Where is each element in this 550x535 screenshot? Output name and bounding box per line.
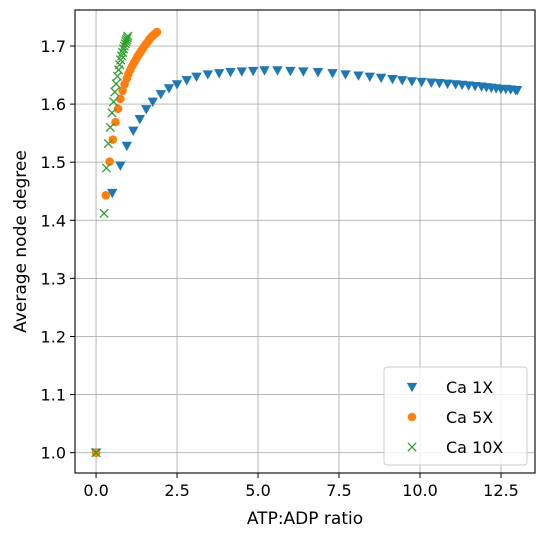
data-point bbox=[101, 191, 111, 200]
data-point bbox=[406, 77, 418, 87]
data-point bbox=[259, 66, 270, 76]
data-point bbox=[107, 108, 117, 118]
data-point bbox=[122, 33, 132, 43]
grid-lines bbox=[75, 10, 535, 473]
x-tick-label: 12.5 bbox=[483, 481, 519, 500]
data-point bbox=[247, 66, 259, 77]
data-point bbox=[116, 94, 125, 104]
data-point bbox=[152, 27, 162, 37]
data-point bbox=[426, 78, 437, 88]
data-point bbox=[105, 122, 115, 133]
data-point bbox=[101, 163, 112, 173]
y-tick-label: 1.3 bbox=[41, 269, 66, 288]
legend-marker bbox=[407, 442, 417, 452]
data-point bbox=[110, 87, 120, 97]
x-axis-label: ATP:ADP ratio bbox=[247, 509, 363, 529]
data-point bbox=[111, 79, 121, 89]
data-point bbox=[171, 80, 183, 90]
data-point bbox=[116, 51, 127, 61]
data-point bbox=[312, 67, 324, 78]
legend-label: Ca 1X bbox=[446, 378, 493, 397]
x-tick-label: 7.5 bbox=[326, 481, 351, 500]
data-point bbox=[155, 90, 167, 100]
series-3 bbox=[91, 31, 133, 458]
data-point bbox=[236, 67, 248, 77]
axis-ticks: 0.0 2.5 5.0 7.5 10.0 12.5 1.0 1.1 1.2 1.3 1.4 1.5 1.… bbox=[41, 37, 519, 500]
data-point bbox=[107, 188, 118, 199]
x-tick-label: 5.0 bbox=[245, 481, 270, 500]
data-point bbox=[416, 77, 427, 88]
y-tick-label: 1.2 bbox=[41, 327, 66, 346]
y-tick-label: 1.4 bbox=[41, 211, 66, 230]
data-point bbox=[181, 76, 192, 86]
data-point bbox=[285, 66, 296, 77]
series-2 bbox=[91, 27, 162, 457]
y-axis-label: Average node degree bbox=[11, 150, 31, 333]
data-point bbox=[121, 141, 133, 152]
x-tick-label: 10.0 bbox=[402, 481, 438, 500]
data-point bbox=[105, 157, 114, 166]
data-point bbox=[225, 67, 236, 78]
legend-marker bbox=[407, 412, 417, 422]
data-point bbox=[340, 70, 351, 80]
data-point bbox=[364, 72, 375, 83]
x-tick-label: 0.0 bbox=[83, 481, 108, 500]
data-point bbox=[353, 71, 364, 81]
data-point bbox=[91, 448, 101, 458]
legend-label: Ca 10X bbox=[446, 438, 503, 457]
data-point bbox=[272, 66, 283, 76]
data-point bbox=[163, 84, 175, 94]
data-point bbox=[375, 73, 387, 84]
y-tick-label: 1.1 bbox=[41, 386, 66, 405]
data-point bbox=[434, 79, 445, 89]
data-point bbox=[134, 115, 145, 125]
data-point bbox=[202, 70, 214, 80]
data-point bbox=[128, 126, 139, 137]
data-point bbox=[123, 31, 133, 41]
data-point bbox=[298, 67, 309, 77]
y-tick-label: 1.7 bbox=[41, 37, 66, 56]
data-point bbox=[99, 208, 109, 218]
plot-frame bbox=[74, 9, 536, 474]
legend-label: Ca 5X bbox=[446, 408, 493, 427]
data-point bbox=[115, 161, 126, 171]
data-point bbox=[113, 104, 123, 114]
data-point bbox=[103, 138, 114, 149]
legend-box bbox=[383, 366, 528, 466]
data-point bbox=[327, 69, 338, 79]
data-point bbox=[387, 74, 398, 85]
y-tick-label: 1.0 bbox=[41, 444, 66, 463]
data-point bbox=[191, 72, 202, 83]
data-point bbox=[396, 76, 408, 86]
y-tick-label: 1.6 bbox=[41, 95, 66, 114]
data-point bbox=[213, 69, 225, 79]
x-tick-label: 2.5 bbox=[164, 481, 189, 500]
data-points bbox=[90, 27, 523, 458]
legend-marker bbox=[406, 382, 418, 393]
legend: Ca 1X Ca 5X Ca 10X bbox=[383, 366, 528, 466]
data-point bbox=[108, 97, 119, 107]
data-point bbox=[147, 97, 158, 107]
y-tick-label: 1.5 bbox=[41, 153, 66, 172]
data-point bbox=[118, 44, 129, 54]
data-point bbox=[511, 86, 523, 96]
data-point bbox=[442, 79, 453, 89]
data-point bbox=[141, 105, 152, 115]
